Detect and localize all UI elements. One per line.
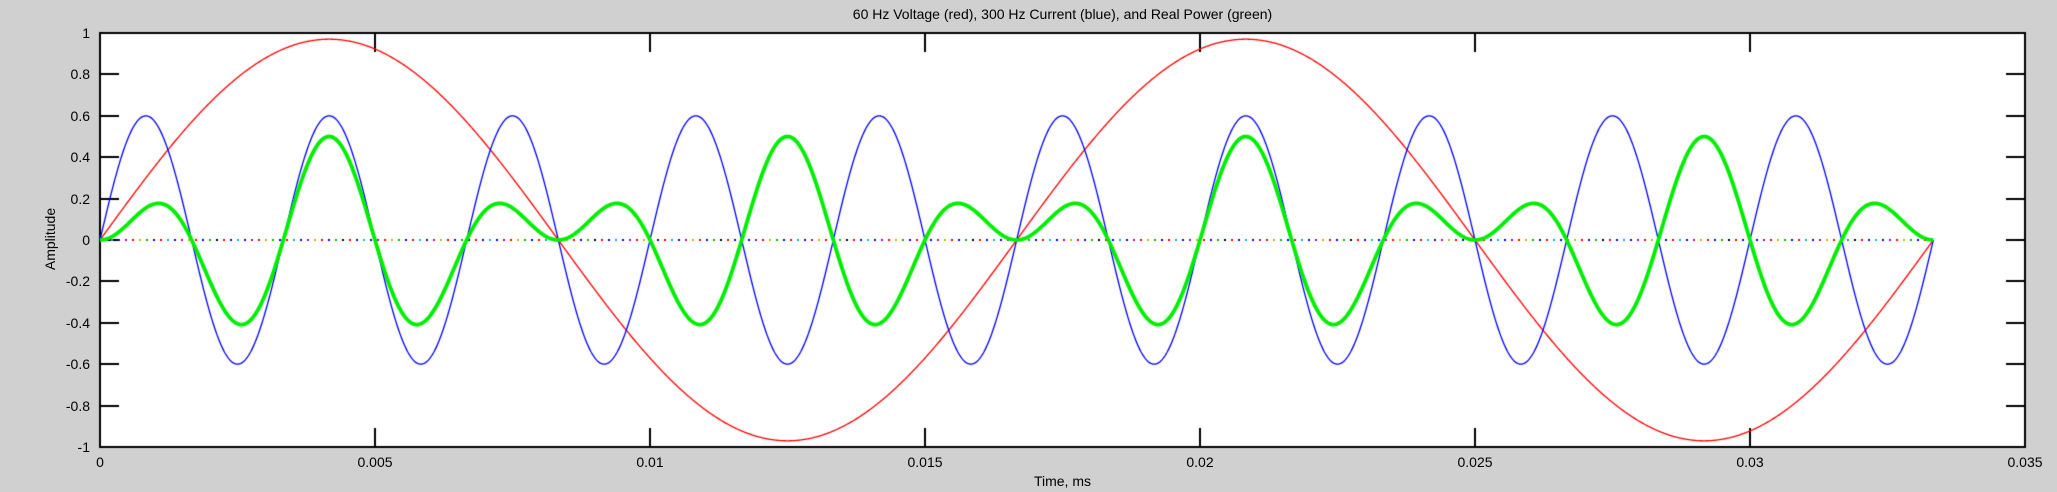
x-axis-label: Time, ms — [1033, 473, 1092, 489]
y-tick-label: 0.6 — [70, 107, 90, 124]
y-tick-label: -0.6 — [65, 356, 90, 373]
y-tick-label: -0.4 — [65, 314, 90, 331]
y-tick-label: 0.2 — [70, 190, 90, 207]
y-tick-label: -0.2 — [65, 273, 90, 290]
x-tick-label: 0.025 — [1457, 454, 1493, 470]
y-tick-label: 0.4 — [70, 149, 90, 166]
x-tick-label: 0.005 — [357, 454, 393, 470]
x-tick-label: 0.015 — [907, 454, 943, 470]
x-tick-label: 0.03 — [1736, 454, 1764, 470]
y-tick-label: -0.8 — [65, 397, 90, 414]
x-tick-label: 0 — [96, 454, 104, 470]
x-tick-label: 0.01 — [636, 454, 664, 470]
chart-title: 60 Hz Voltage (red), 300 Hz Current (blu… — [852, 6, 1273, 22]
x-tick-label: 0.02 — [1186, 454, 1214, 470]
y-tick-label: 0 — [82, 232, 90, 248]
y-tick-label: 0.8 — [70, 66, 90, 83]
y-tick-label: 1 — [82, 25, 90, 41]
x-tick-label: 0.035 — [2007, 454, 2043, 470]
y-tick-label: -1 — [77, 439, 90, 455]
